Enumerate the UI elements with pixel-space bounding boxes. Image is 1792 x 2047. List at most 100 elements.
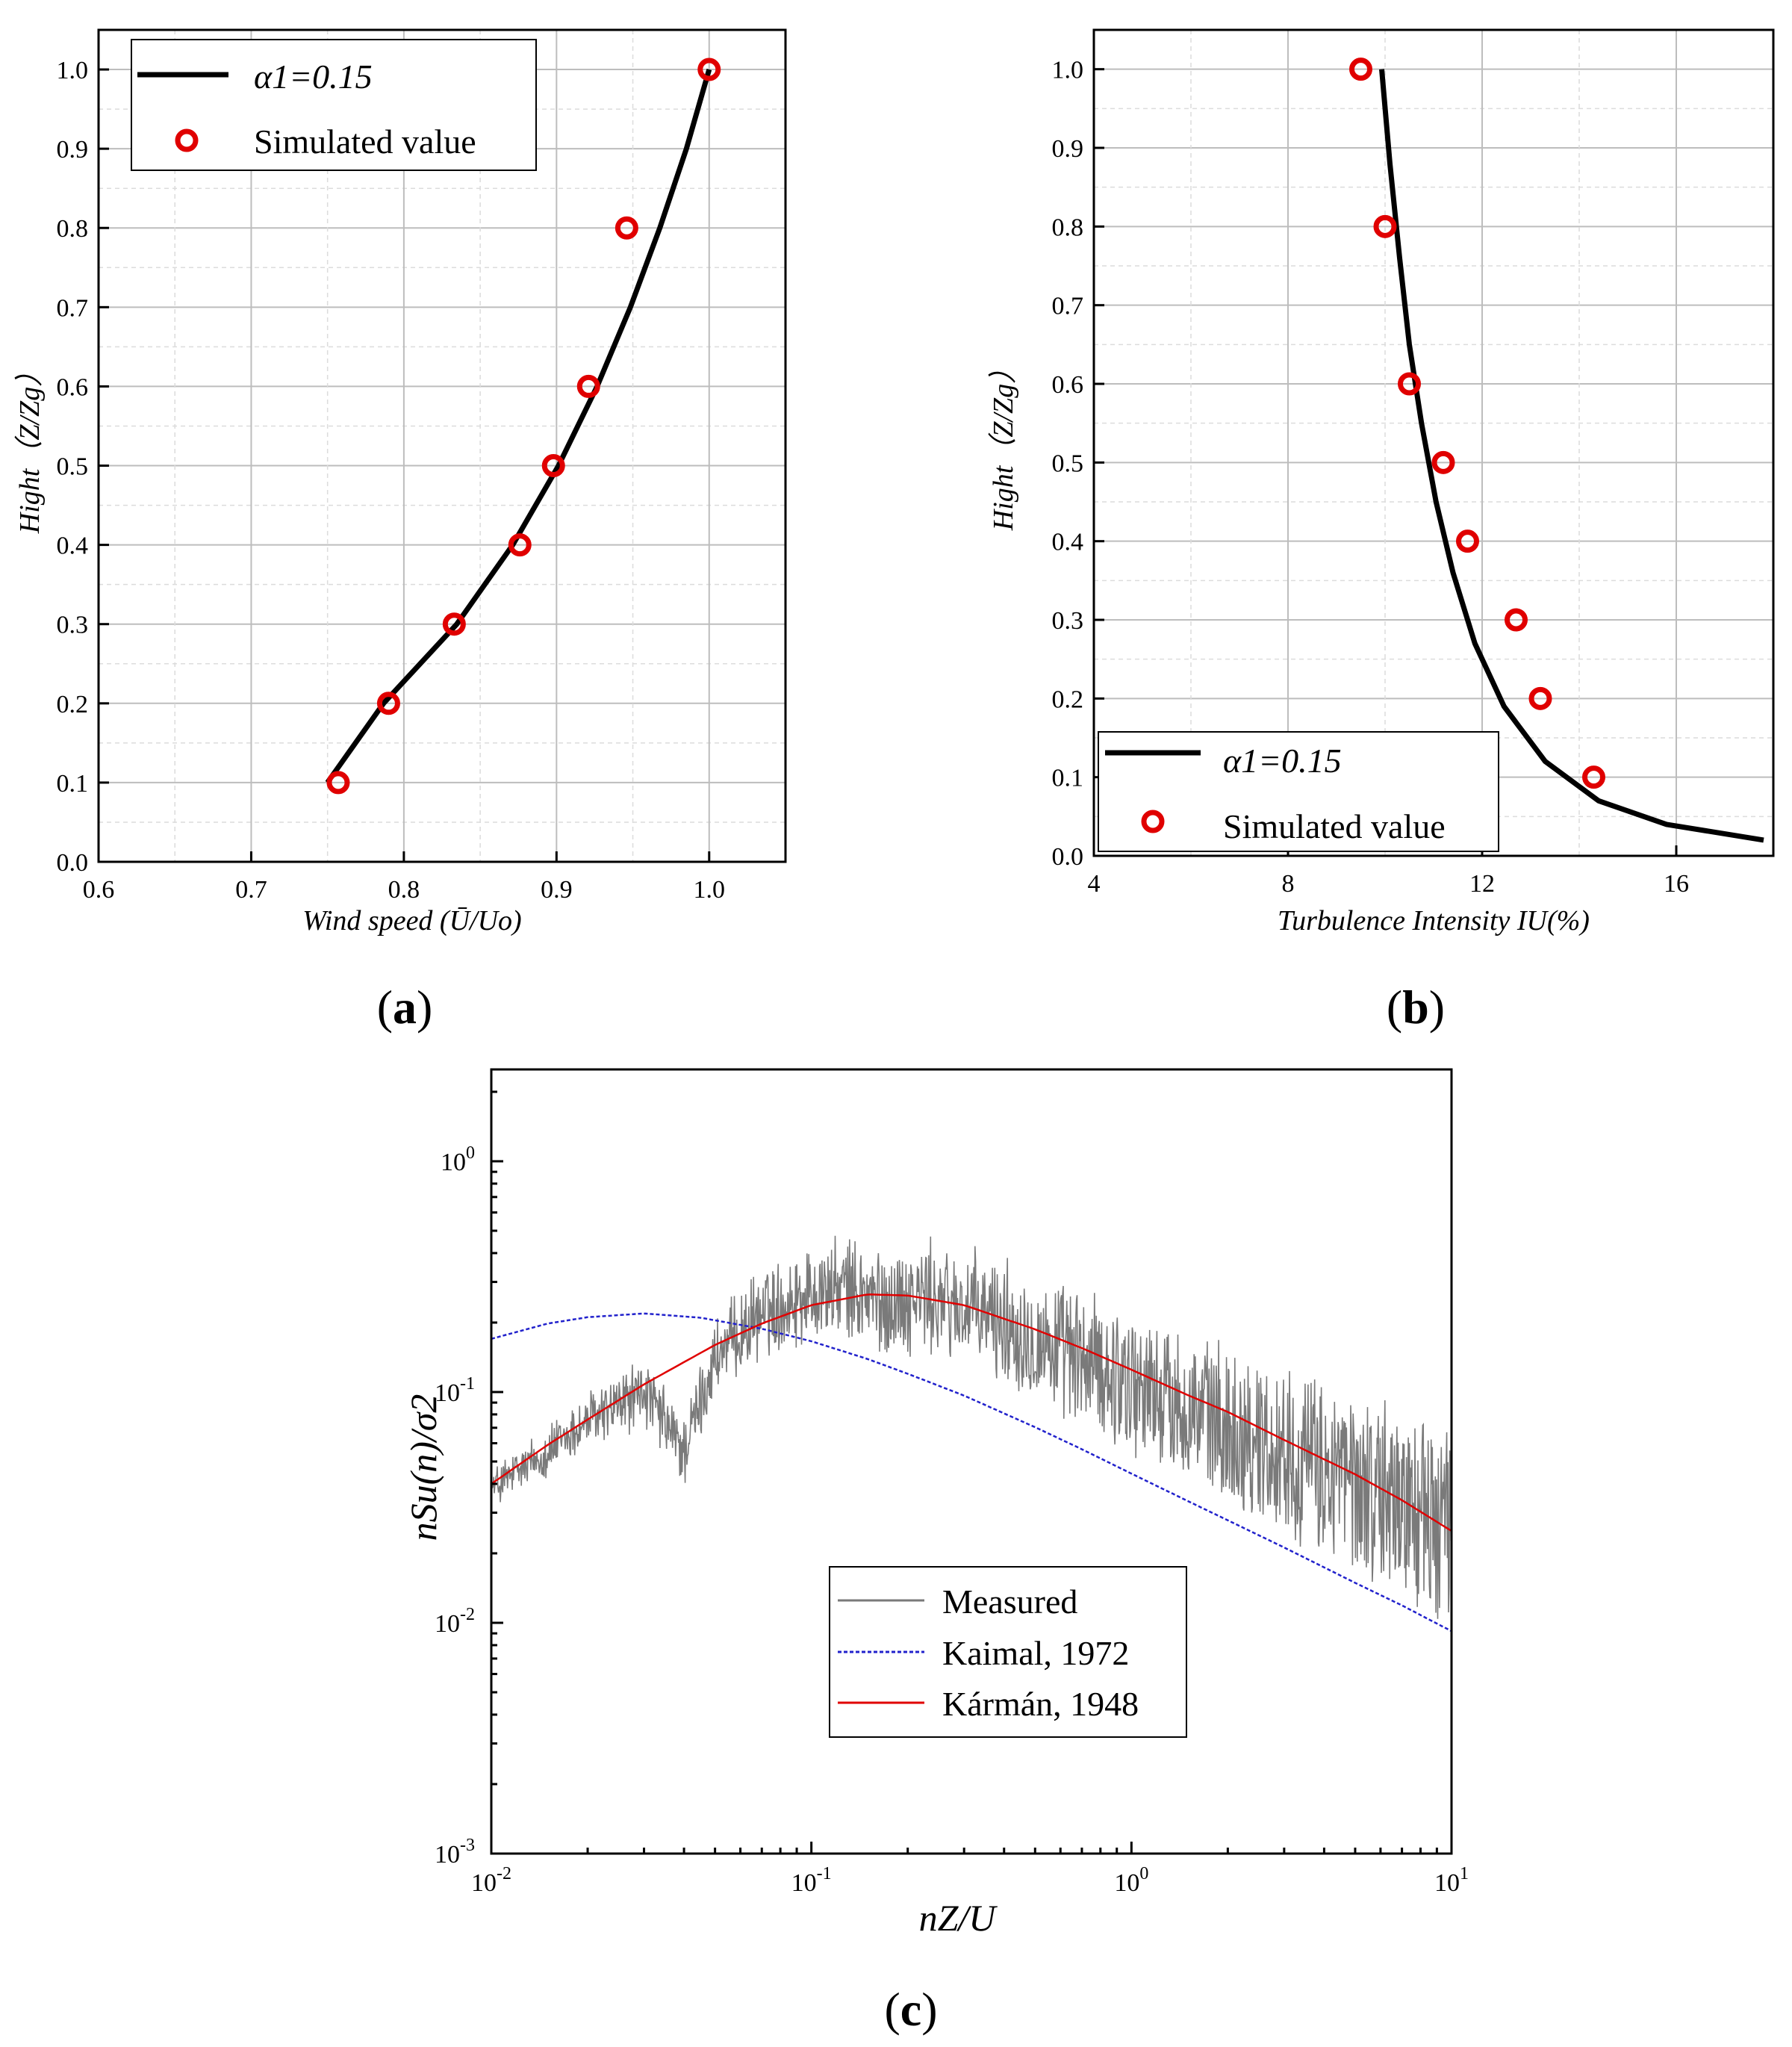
y-tick-label: 0.2 <box>1052 686 1084 713</box>
y-tick-label: 0.8 <box>1052 214 1084 241</box>
data-point <box>1528 686 1552 710</box>
tick-base: 10 <box>471 1869 497 1897</box>
y-tick-label: 100 <box>441 1143 475 1176</box>
y-tick-label: 0.1 <box>57 770 89 798</box>
series-kaimal <box>491 1312 1452 1633</box>
y-tick-label: 0.6 <box>57 373 89 401</box>
legend: α1=0.15 Simulated value <box>1098 731 1499 852</box>
legend-label-line: α1=0.15 <box>1223 742 1342 780</box>
tick-exponent: -2 <box>497 1864 511 1883</box>
ticks: 0.0 0.1 0.2 0.3 0.4 0.5 0.6 0.7 0.8 0.9 1.0 4 8 12 16 <box>1052 57 1690 898</box>
legend-label-karman: Kármán, 1948 <box>942 1685 1139 1723</box>
x-tick-label: 12 <box>1469 870 1495 898</box>
legend-label-measured: Measured <box>942 1582 1077 1621</box>
x-tick-label: 10-1 <box>791 1864 832 1897</box>
tick-base: 10 <box>435 1841 460 1869</box>
y-tick-label: 0.5 <box>57 453 89 481</box>
legend: Measured Kaimal, 1972 Kármán, 1948 <box>829 1566 1187 1738</box>
y-tick-label: 0.8 <box>57 215 89 243</box>
x-axis-label: Wind speed (Ū/Uo) <box>302 905 521 936</box>
y-tick-label: 0.9 <box>1052 135 1084 163</box>
chart-panel-a: 0.0 0.1 0.2 0.3 0.4 0.5 0.6 0.7 0.8 0.9 1.0 0.6 0.7 0… <box>14 28 787 1034</box>
y-tick-label: 10-3 <box>435 1836 475 1869</box>
data-point <box>1456 529 1479 553</box>
y-tick-label: 1.0 <box>1052 57 1084 84</box>
panel-label: (a) <box>377 981 433 1034</box>
tick-exponent: -1 <box>817 1864 832 1883</box>
x-tick-label: 1.0 <box>694 876 726 904</box>
plot-frame <box>1092 28 1775 857</box>
y-tick-label: 0.9 <box>57 136 89 164</box>
panel-label: (c) <box>884 1983 937 2036</box>
tick-base: 10 <box>435 1379 460 1407</box>
legend-label-line-main: α1=0.15 <box>254 58 373 96</box>
data-point <box>1373 214 1397 238</box>
y-tick-label: 0.1 <box>1052 765 1084 792</box>
tick-exponent: -3 <box>460 1836 475 1855</box>
panel-label-letter: a <box>393 981 417 1034</box>
data-point <box>576 374 600 398</box>
y-tick-label: 0.4 <box>57 532 89 560</box>
y-tick-label: 0.7 <box>57 294 89 322</box>
series-karman <box>491 1293 1452 1532</box>
legend-label-marker: Simulated value <box>1223 807 1446 845</box>
y-tick-label: 0.0 <box>57 849 89 877</box>
y-axis-label: Hight（Z/Zg） <box>988 355 1019 531</box>
data-point <box>442 612 466 636</box>
tick-exponent: -1 <box>460 1374 475 1394</box>
y-axis-label: nSu(n)/σ2 <box>402 1394 444 1541</box>
x-tick-label: 100 <box>1114 1864 1148 1897</box>
data-point <box>1582 765 1605 789</box>
plot-frame <box>97 28 787 863</box>
legend-frame <box>131 39 537 171</box>
tick-exponent: -2 <box>460 1605 475 1624</box>
tick-base: 10 <box>435 1610 460 1638</box>
data-point <box>1398 372 1421 396</box>
y-tick-label: 0.2 <box>57 691 89 718</box>
data-point <box>508 533 532 557</box>
panel-label: (b) <box>1387 981 1445 1034</box>
x-axis-label: nZ/U <box>919 1897 998 1939</box>
data-point <box>326 771 350 795</box>
legend-label-line: α1=0.15 <box>254 58 373 96</box>
series-measured <box>491 1235 1452 1619</box>
series-line <box>1379 69 1764 843</box>
ticks: 0.0 0.1 0.2 0.3 0.4 0.5 0.6 0.7 0.8 0.9 1.0 0.6 0.7 0… <box>57 57 726 904</box>
legend-label-marker: Simulated value <box>254 122 476 161</box>
tick-base: 10 <box>441 1149 466 1176</box>
y-tick-label: 1.0 <box>57 57 89 84</box>
legend-label-kaimal: Kaimal, 1972 <box>942 1634 1129 1672</box>
x-tick-label: 10-2 <box>471 1864 511 1897</box>
data-point <box>1349 58 1372 81</box>
chart-panel-b: 0.00.10.20.30.40.50.60.70.80.91.04 8 12 16 … <box>988 28 1775 1034</box>
y-tick-label: 0.6 <box>1052 371 1084 399</box>
data-point <box>376 692 400 715</box>
x-tick-label: 4 <box>1088 870 1101 898</box>
series-layer <box>1349 58 1764 843</box>
x-tick-label: 0.7 <box>235 876 267 904</box>
series-line <box>325 69 712 784</box>
x-tick-label: 0.6 <box>83 876 115 904</box>
data-point <box>1505 608 1528 632</box>
y-tick-label: 0.3 <box>1052 607 1084 635</box>
panel-label-letter: b <box>1402 981 1429 1034</box>
tick-base: 10 <box>1114 1869 1139 1897</box>
y-tick-label: 0.3 <box>57 612 89 639</box>
x-axis-label: Turbulence Intensity IU(%) <box>1278 905 1590 936</box>
data-point <box>615 216 638 240</box>
data-point <box>697 58 721 81</box>
y-axis-label: Hight（Z/Zg） <box>14 358 46 534</box>
x-tick-label: 16 <box>1664 870 1689 898</box>
y-tick-label: 10-1 <box>435 1374 475 1407</box>
tick-base: 10 <box>791 1869 817 1897</box>
data-point <box>1431 450 1455 474</box>
legend-swatch-marker <box>1141 810 1165 833</box>
series-layer <box>325 58 721 795</box>
y-tick-label: 10-2 <box>435 1605 475 1638</box>
y-tick-label: 0.4 <box>1052 529 1084 556</box>
x-tick-label: 101 <box>1434 1864 1469 1897</box>
data-point <box>541 454 565 478</box>
